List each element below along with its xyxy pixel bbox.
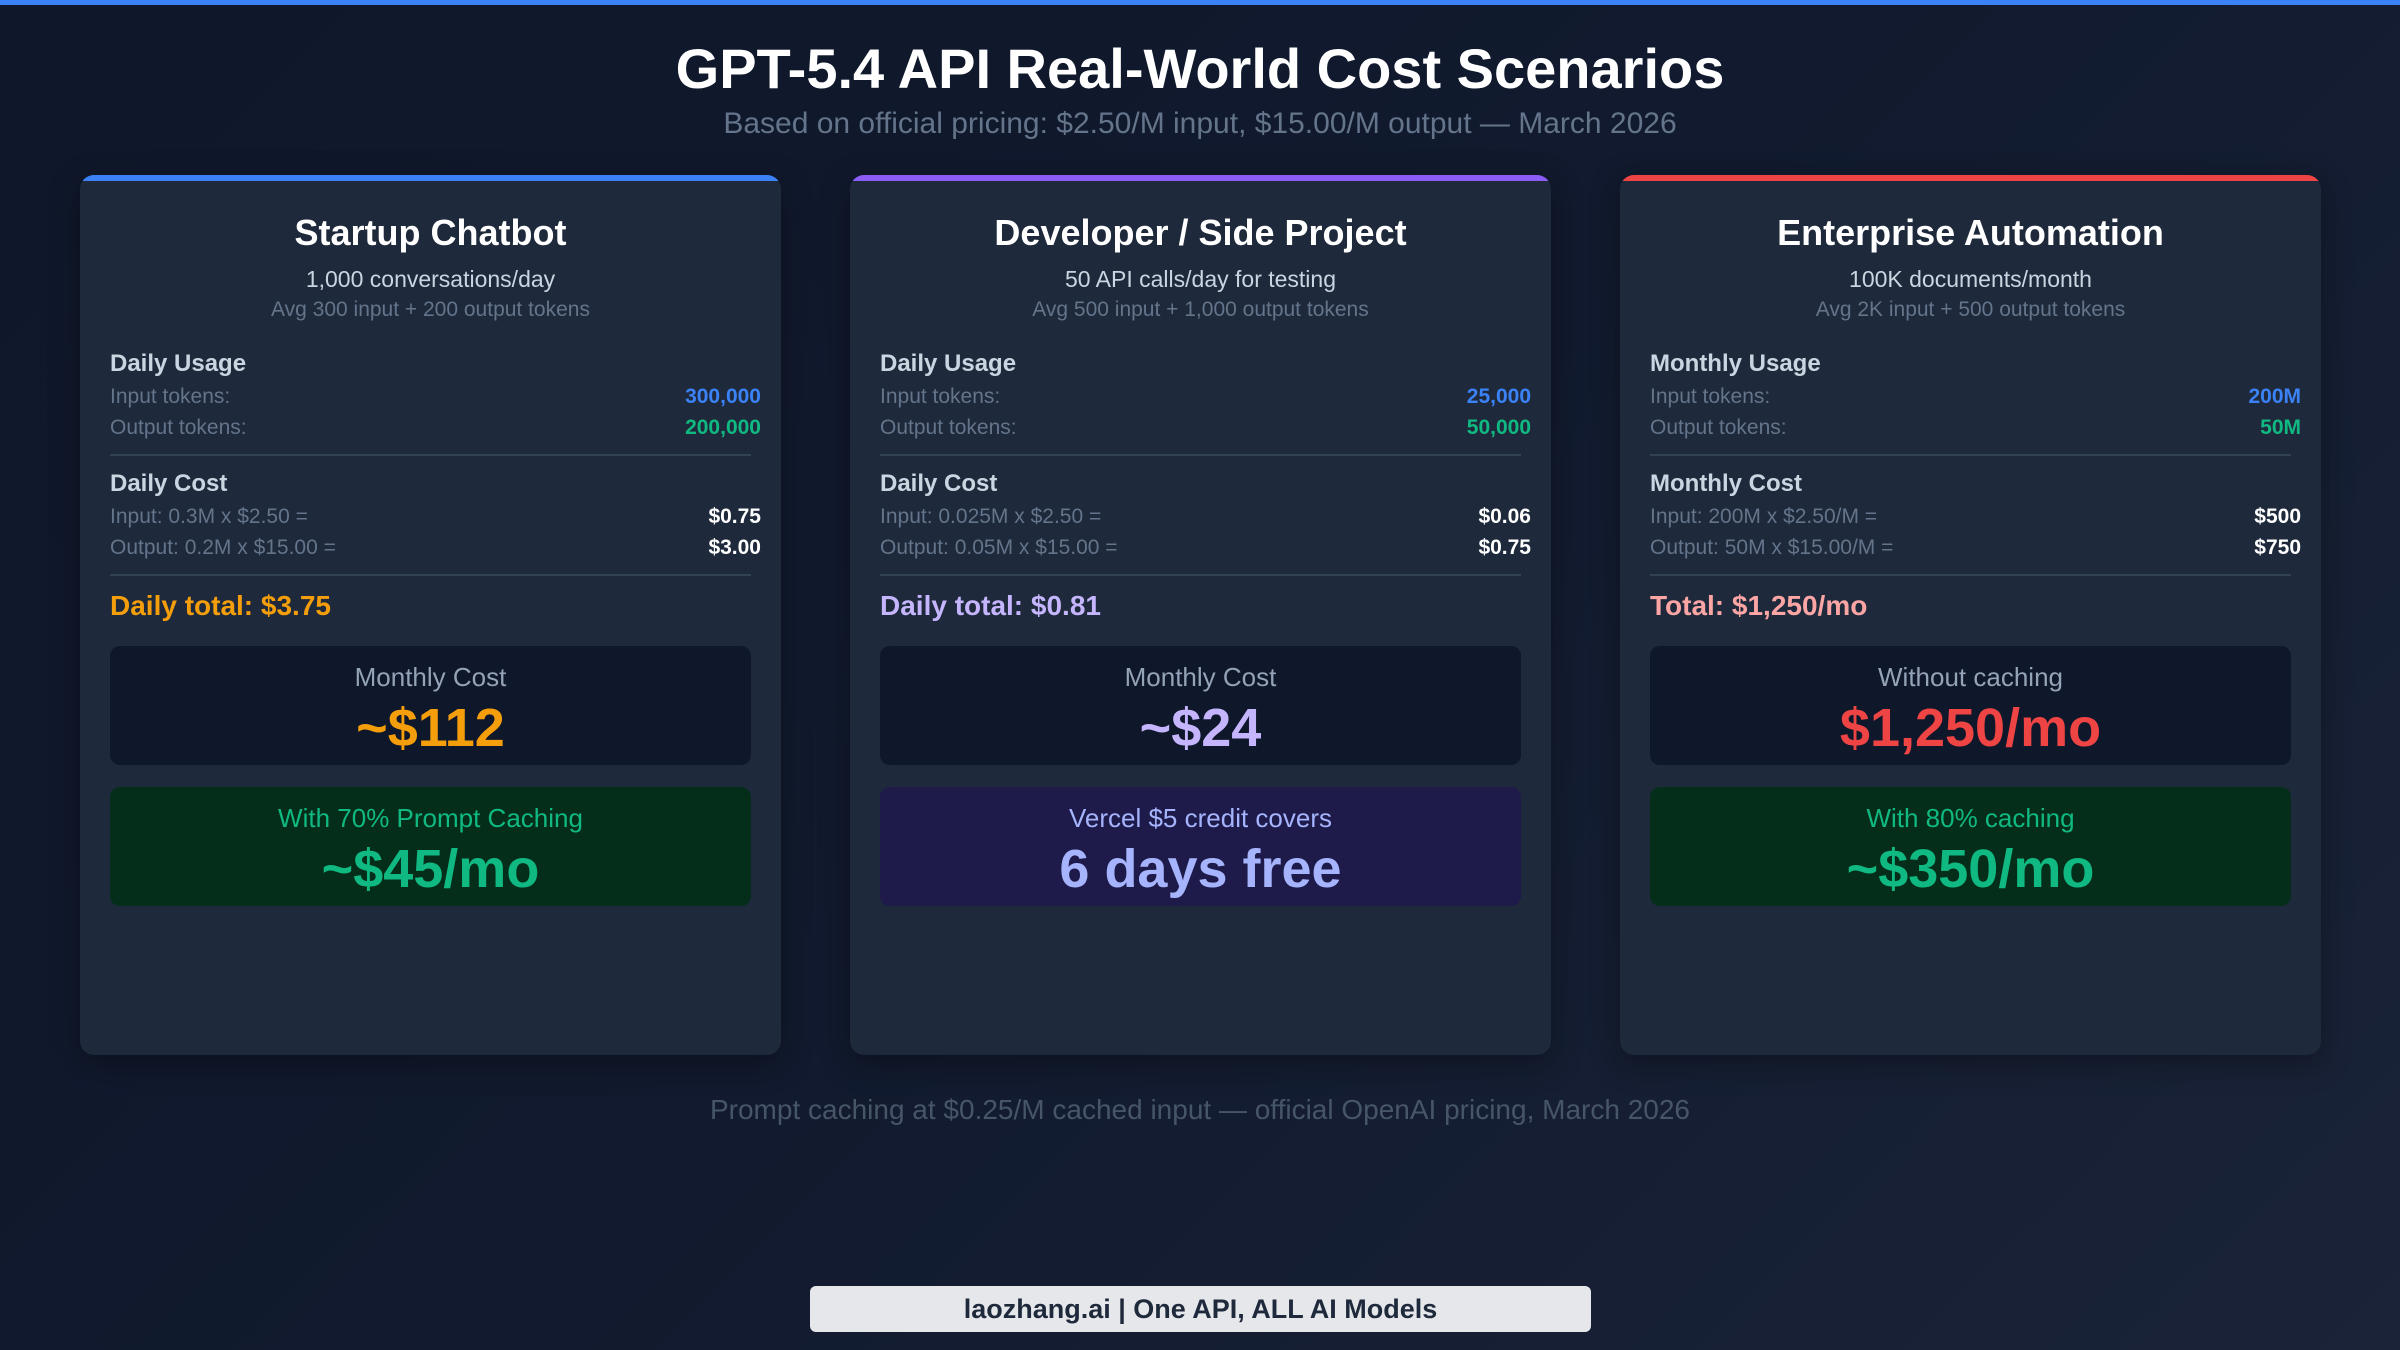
divider bbox=[880, 454, 1521, 456]
cost-row: Output: 0.2M x $15.00 = $3.00 bbox=[110, 536, 761, 560]
card-accent-bar bbox=[850, 175, 1551, 181]
cost-heading: Monthly Cost bbox=[1650, 470, 1802, 497]
card-title: Developer / Side Project bbox=[994, 212, 1407, 253]
row-value: 25,000 bbox=[1466, 385, 1531, 408]
row-label: Output tokens: bbox=[880, 416, 1017, 439]
monthly-cost-box: Monthly Cost ~$112 bbox=[110, 646, 751, 765]
usage-row: Input tokens: 200M bbox=[1650, 385, 2301, 409]
usage-row: Input tokens: 25,000 bbox=[880, 385, 1531, 409]
box-value: 6 days free bbox=[1059, 839, 1342, 899]
box-value: $1,250/mo bbox=[1839, 698, 2102, 758]
row-value: 300,000 bbox=[685, 385, 761, 408]
divider bbox=[1650, 454, 2291, 456]
divider bbox=[110, 454, 751, 456]
card-subtitle: 1,000 conversations/day bbox=[305, 266, 556, 292]
row-value: $0.75 bbox=[708, 505, 761, 528]
row-label: Input: 0.025M x $2.50 = bbox=[880, 505, 1102, 528]
card-accent-bar bbox=[1620, 175, 2321, 181]
row-value: $750 bbox=[2254, 536, 2301, 559]
card-title: Enterprise Automation bbox=[1777, 212, 2164, 253]
monthly-cost-box: Without caching $1,250/mo bbox=[1650, 646, 2291, 765]
total-cost: Daily total: $3.75 bbox=[110, 590, 331, 621]
card-developer-side-project: Developer / Side Project 50 API calls/da… bbox=[850, 175, 1551, 1055]
row-label: Output: 0.05M x $15.00 = bbox=[880, 536, 1118, 559]
card-assumptions: Avg 500 input + 1,000 output tokens bbox=[1032, 298, 1369, 321]
cost-row: Input: 200M x $2.50/M = $500 bbox=[1650, 505, 2301, 529]
monthly-cost-box: Monthly Cost ~$24 bbox=[880, 646, 1521, 765]
top-accent-bar bbox=[0, 0, 2400, 5]
usage-row: Output tokens: 200,000 bbox=[110, 416, 761, 440]
highlight-box: With 80% caching ~$350/mo bbox=[1650, 787, 2291, 906]
row-label: Input tokens: bbox=[880, 385, 1001, 408]
card-title: Startup Chatbot bbox=[294, 212, 567, 253]
usage-heading: Monthly Usage bbox=[1650, 350, 1821, 377]
cost-row: Output: 50M x $15.00/M = $750 bbox=[1650, 536, 2301, 560]
card-assumptions: Avg 300 input + 200 output tokens bbox=[271, 298, 590, 321]
brand-badge: laozhang.ai | One API, ALL AI Models bbox=[810, 1286, 1591, 1332]
usage-heading: Daily Usage bbox=[110, 350, 247, 377]
highlight-box: Vercel $5 credit covers 6 days free bbox=[880, 787, 1521, 906]
divider bbox=[880, 574, 1521, 576]
card-assumptions: Avg 2K input + 500 output tokens bbox=[1815, 298, 2126, 321]
row-label: Input tokens: bbox=[1650, 385, 1771, 408]
box-value: ~$350/mo bbox=[1846, 839, 2095, 899]
usage-heading: Daily Usage bbox=[880, 350, 1017, 377]
footnote: Prompt caching at $0.25/M cached input —… bbox=[709, 1094, 1690, 1125]
row-label: Output tokens: bbox=[1650, 416, 1787, 439]
usage-row: Input tokens: 300,000 bbox=[110, 385, 761, 409]
box-label: With 80% caching bbox=[1866, 803, 2075, 833]
row-value: 50M bbox=[2260, 416, 2301, 439]
card-accent-bar bbox=[80, 175, 781, 181]
card-subtitle: 50 API calls/day for testing bbox=[1064, 266, 1337, 292]
cost-heading: Daily Cost bbox=[880, 470, 998, 497]
divider bbox=[110, 574, 751, 576]
box-value: ~$24 bbox=[1139, 698, 1262, 758]
row-label: Output: 50M x $15.00/M = bbox=[1650, 536, 1894, 559]
row-value: $0.75 bbox=[1478, 536, 1531, 559]
cost-row: Input: 0.3M x $2.50 = $0.75 bbox=[110, 505, 761, 529]
card-subtitle: 100K documents/month bbox=[1849, 266, 2092, 292]
box-label: Monthly Cost bbox=[1124, 662, 1277, 692]
cost-row: Output: 0.05M x $15.00 = $0.75 bbox=[880, 536, 1531, 560]
card-enterprise-automation: Enterprise Automation 100K documents/mon… bbox=[1620, 175, 2321, 1055]
usage-row: Output tokens: 50,000 bbox=[880, 416, 1531, 440]
row-value: $3.00 bbox=[708, 536, 761, 559]
box-value: ~$112 bbox=[356, 698, 505, 758]
cost-heading: Daily Cost bbox=[110, 470, 228, 497]
box-value: ~$45/mo bbox=[321, 839, 540, 899]
box-label: Monthly Cost bbox=[354, 662, 507, 692]
row-label: Output tokens: bbox=[110, 416, 247, 439]
page-title: GPT-5.4 API Real-World Cost Scenarios bbox=[675, 37, 1725, 100]
box-label: With 70% Prompt Caching bbox=[278, 803, 583, 833]
row-label: Input tokens: bbox=[110, 385, 231, 408]
usage-row: Output tokens: 50M bbox=[1650, 416, 2301, 440]
box-label: Without caching bbox=[1878, 662, 2063, 692]
total-cost: Total: $1,250/mo bbox=[1650, 590, 1868, 621]
page-subtitle: Based on official pricing: $2.50/M input… bbox=[723, 107, 1677, 140]
total-cost: Daily total: $0.81 bbox=[880, 590, 1101, 621]
row-value: 200M bbox=[2248, 385, 2301, 408]
divider bbox=[1650, 574, 2291, 576]
row-value: $0.06 bbox=[1478, 505, 1531, 528]
row-label: Input: 200M x $2.50/M = bbox=[1650, 505, 1878, 528]
row-value: $500 bbox=[2254, 505, 2301, 528]
cost-row: Input: 0.025M x $2.50 = $0.06 bbox=[880, 505, 1531, 529]
card-startup-chatbot: Startup Chatbot 1,000 conversations/day … bbox=[80, 175, 781, 1055]
row-label: Input: 0.3M x $2.50 = bbox=[110, 505, 308, 528]
row-value: 200,000 bbox=[685, 416, 761, 439]
row-label: Output: 0.2M x $15.00 = bbox=[110, 536, 336, 559]
row-value: 50,000 bbox=[1466, 416, 1531, 439]
highlight-box: With 70% Prompt Caching ~$45/mo bbox=[110, 787, 751, 906]
box-label: Vercel $5 credit covers bbox=[1068, 803, 1332, 833]
